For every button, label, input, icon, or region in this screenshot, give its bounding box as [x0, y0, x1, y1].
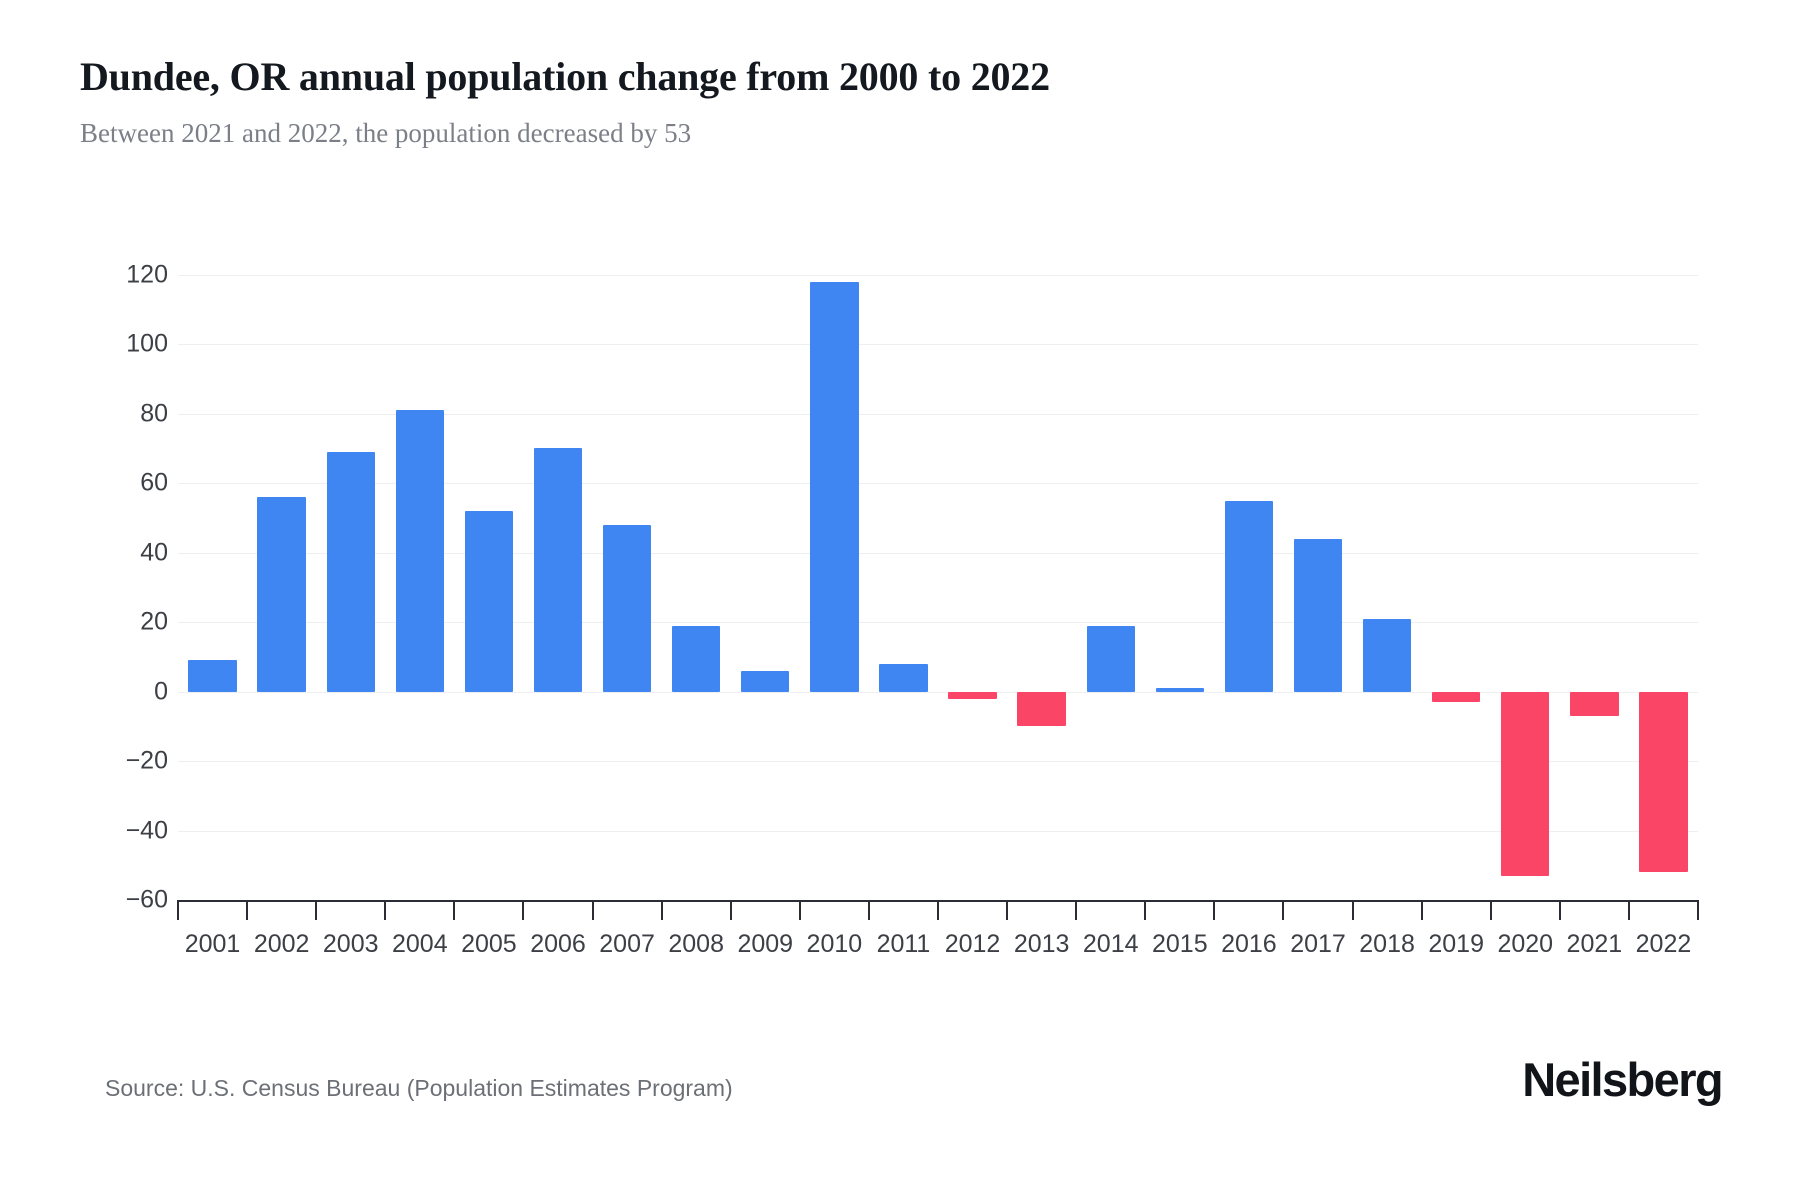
x-axis-tick	[1351, 900, 1354, 920]
gridline	[178, 483, 1698, 485]
x-axis-tick	[177, 900, 179, 920]
x-axis-tick	[1213, 900, 1216, 920]
x-axis-tick	[1144, 900, 1147, 920]
gridline	[178, 413, 1698, 415]
x-axis-tick-label: 2006	[530, 930, 586, 958]
chart-header: Dundee, OR annual population change from…	[80, 52, 1720, 152]
x-axis-tick	[1420, 900, 1423, 920]
bar-2021[interactable]	[1570, 691, 1619, 716]
bar-2009[interactable]	[741, 670, 790, 692]
x-axis-tick-label: 2016	[1221, 930, 1277, 958]
bar-2019[interactable]	[1432, 691, 1481, 702]
gridline	[178, 622, 1698, 624]
x-axis-tick-label: 2015	[1152, 930, 1208, 958]
x-axis-tick-label: 2001	[184, 930, 241, 958]
y-axis-tick-label: 80	[140, 399, 168, 428]
x-axis-tick	[591, 900, 594, 920]
bar-2003[interactable]	[326, 451, 375, 692]
x-axis-tick-label: 2004	[392, 930, 448, 958]
bar-2002[interactable]	[257, 497, 306, 692]
x-axis-tick	[729, 900, 732, 920]
x-axis-tick	[384, 900, 387, 920]
x-axis-tick	[798, 900, 801, 920]
x-axis-tick-label: 2010	[806, 930, 863, 958]
x-axis-tick-label: 2018	[1359, 930, 1415, 958]
x-axis-tick	[1006, 900, 1009, 920]
x-axis-ticks	[177, 900, 1699, 922]
bar-2005[interactable]	[464, 510, 514, 692]
y-axis-tick-label: −20	[125, 746, 168, 775]
x-axis-tick	[453, 900, 456, 920]
bar-2006[interactable]	[533, 448, 583, 692]
x-axis-tick	[315, 900, 318, 920]
gridline	[178, 274, 1698, 276]
bar-series	[178, 240, 1698, 900]
x-axis-tick	[1697, 900, 1699, 920]
x-axis-tick	[1282, 900, 1285, 920]
bar-2014[interactable]	[1086, 625, 1135, 692]
x-axis-tick-label: 2012	[944, 930, 1001, 958]
bar-2018[interactable]	[1362, 618, 1412, 692]
gridline	[178, 552, 1698, 554]
x-axis-tick	[246, 900, 249, 920]
y-axis-labels: 120 100 80 60 40 20 0 −20 −40 −60	[90, 240, 168, 913]
bar-2001[interactable]	[188, 660, 237, 692]
bar-2016[interactable]	[1224, 500, 1274, 692]
x-axis-tick-label: 2008	[668, 930, 724, 958]
bar-2011[interactable]	[879, 663, 928, 692]
x-axis-tick-label: 2005	[461, 930, 517, 958]
brand-logo: Neilsberg	[1522, 1053, 1723, 1106]
bar-2004[interactable]	[395, 410, 444, 692]
x-axis-tick-label: 2009	[737, 930, 794, 958]
x-axis-tick-label: 2017	[1290, 930, 1346, 958]
x-axis-tick-label: 2003	[322, 930, 379, 958]
bar-2013[interactable]	[1017, 691, 1066, 727]
x-axis-tick-label: 2007	[599, 930, 655, 958]
page-title: Dundee, OR annual population change from…	[80, 54, 1050, 99]
y-axis-tick-label: 40	[140, 538, 168, 567]
x-axis-tick-label: 2020	[1497, 930, 1554, 958]
gridline	[178, 830, 1698, 832]
bar-2012[interactable]	[948, 691, 997, 699]
x-axis-labels: 2001 2002 2003 2004 2005 2006 2007 2008 2009 2010…	[178, 930, 1698, 970]
x-axis-tick	[1627, 900, 1630, 920]
y-axis-tick-label: 20	[140, 607, 168, 636]
bar-2010[interactable]	[810, 281, 859, 692]
gridline	[178, 344, 1698, 346]
bar-2007[interactable]	[602, 524, 652, 692]
x-axis-tick	[937, 900, 939, 920]
x-axis-tick	[522, 900, 525, 920]
x-axis-tick	[1075, 900, 1078, 920]
bar-2022[interactable]	[1639, 691, 1688, 873]
zero-gridline	[178, 691, 1698, 693]
x-axis-tick-label: 2011	[876, 930, 931, 958]
bar-2008[interactable]	[672, 625, 721, 692]
x-axis-tick-label: 2014	[1082, 930, 1139, 958]
y-axis-tick-label: 0	[154, 677, 168, 706]
bar-2015[interactable]	[1155, 688, 1204, 692]
y-axis-tick-label: −40	[125, 816, 168, 845]
x-axis-tick-label: 2013	[1013, 930, 1070, 958]
y-axis-tick-label: −60	[125, 885, 168, 914]
y-axis-tick-label: 60	[140, 468, 168, 497]
x-axis-tick	[1489, 900, 1492, 920]
bar-2020[interactable]	[1501, 691, 1550, 876]
x-axis-tick-label: 2002	[253, 930, 310, 958]
x-axis-tick-label: 2021	[1566, 930, 1623, 958]
gridline	[178, 761, 1698, 763]
x-axis-tick	[1558, 900, 1561, 920]
x-axis-tick	[660, 900, 663, 920]
x-axis-tick-label: 2019	[1428, 930, 1484, 958]
y-axis-tick-label: 120	[126, 260, 168, 289]
chart-plot-area: 120 100 80 60 40 20 0 −20 −40 −60 2001 2002 2003 200…	[0, 240, 1800, 960]
x-axis-tick-label: 2022	[1635, 930, 1692, 958]
source-note: Source: U.S. Census Bureau (Population E…	[105, 1075, 733, 1101]
chart-subtitle: Between 2021 and 2022, the population de…	[80, 118, 692, 148]
bar-2017[interactable]	[1293, 538, 1343, 692]
x-axis-tick	[867, 900, 870, 920]
y-axis-tick-label: 100	[126, 329, 168, 358]
